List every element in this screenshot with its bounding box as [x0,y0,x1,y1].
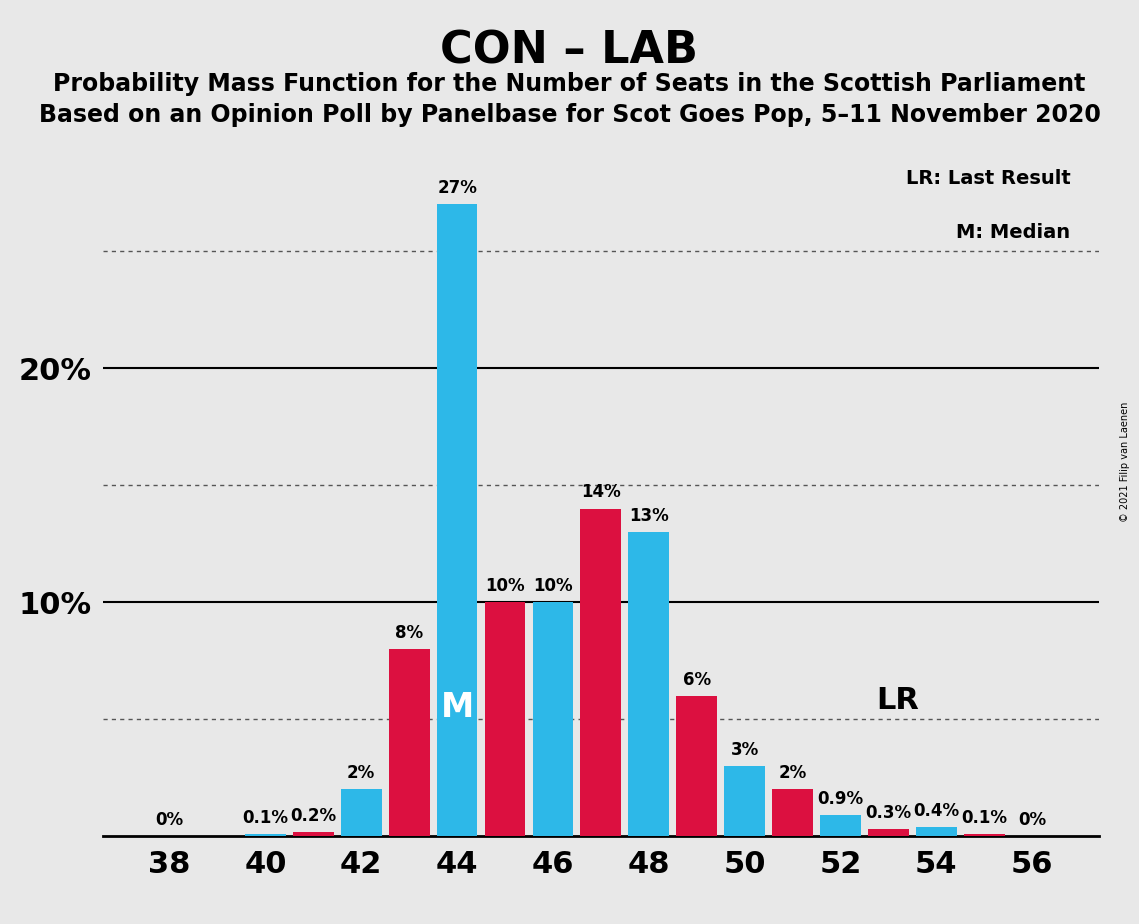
Bar [868,829,909,836]
Text: 6%: 6% [682,671,711,688]
Text: 8%: 8% [395,624,424,642]
Text: LR: LR [876,686,919,715]
Bar [341,789,382,836]
Text: 3%: 3% [730,741,759,759]
Bar [436,204,477,836]
Text: 0%: 0% [1018,811,1046,829]
Bar [245,833,286,836]
Text: M: M [441,691,474,724]
Text: 0.2%: 0.2% [290,807,336,824]
Text: 10%: 10% [533,578,573,595]
Text: 27%: 27% [437,179,477,197]
Text: Probability Mass Function for the Number of Seats in the Scottish Parliament: Probability Mass Function for the Number… [54,72,1085,96]
Text: 13%: 13% [629,507,669,525]
Text: 0.4%: 0.4% [913,802,959,820]
Bar [916,827,957,836]
Text: 0%: 0% [156,811,183,829]
Bar [629,532,669,836]
Text: 0.1%: 0.1% [961,808,1007,827]
Bar [820,815,861,836]
Text: 14%: 14% [581,483,621,502]
Text: LR: Last Result: LR: Last Result [906,169,1071,188]
Text: 10%: 10% [485,578,525,595]
Bar [293,832,334,836]
Text: M: Median: M: Median [957,223,1071,242]
Bar [484,602,525,836]
Text: 2%: 2% [778,764,806,783]
Text: © 2021 Filip van Laenen: © 2021 Filip van Laenen [1121,402,1130,522]
Bar [724,766,765,836]
Bar [388,649,429,836]
Bar [964,833,1005,836]
Bar [677,696,718,836]
Text: 0.1%: 0.1% [243,808,288,827]
Bar [772,789,813,836]
Text: CON – LAB: CON – LAB [441,30,698,73]
Bar [581,508,621,836]
Text: 0.9%: 0.9% [818,790,863,808]
Text: 2%: 2% [347,764,376,783]
Text: 0.3%: 0.3% [866,804,911,822]
Text: Based on an Opinion Poll by Panelbase for Scot Goes Pop, 5–11 November 2020: Based on an Opinion Poll by Panelbase fo… [39,103,1100,128]
Bar [533,602,573,836]
